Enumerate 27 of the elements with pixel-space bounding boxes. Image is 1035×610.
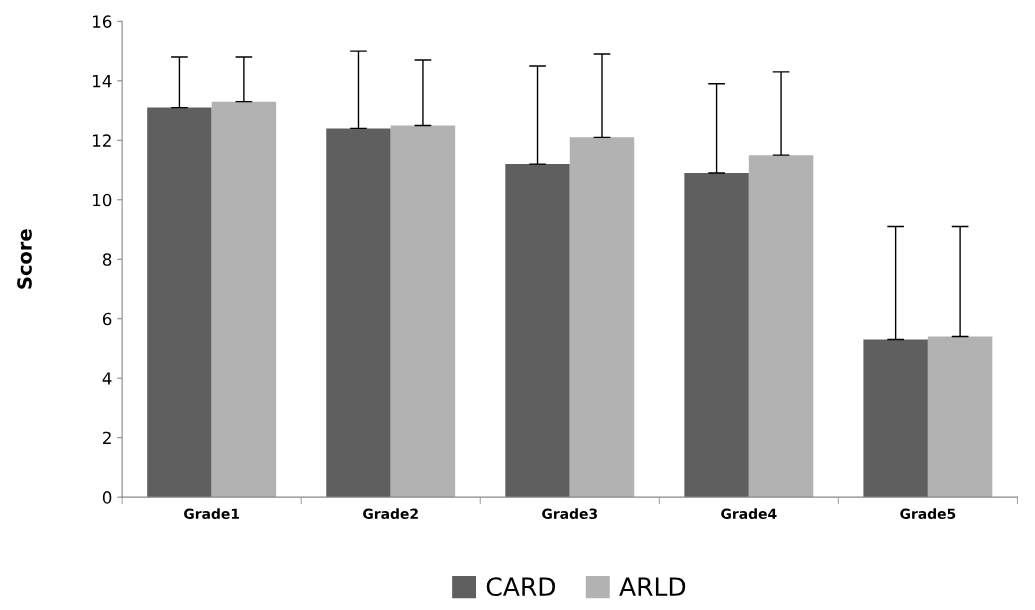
y-tick-label: 2 bbox=[103, 431, 111, 445]
bar bbox=[569, 137, 635, 498]
bar bbox=[390, 125, 456, 498]
bar bbox=[326, 128, 391, 498]
bar bbox=[748, 155, 814, 498]
y-tick-label: 8 bbox=[102, 253, 112, 266]
x-tick-label: Grade1 bbox=[184, 508, 240, 520]
legend-label: ARLD bbox=[619, 577, 686, 596]
y-tick-label: 10 bbox=[93, 193, 112, 207]
bar bbox=[927, 336, 993, 498]
x-tick-label: Grade2 bbox=[363, 508, 418, 520]
y-tick-label: 14 bbox=[93, 75, 112, 88]
y-tick-label: 16 bbox=[93, 15, 112, 28]
bar bbox=[147, 107, 212, 498]
bar bbox=[211, 101, 277, 498]
legend-label: CARD bbox=[486, 577, 556, 597]
y-tick-label: 0 bbox=[102, 491, 112, 504]
y-axis-title: Score bbox=[17, 229, 32, 289]
bar bbox=[505, 164, 570, 498]
bar bbox=[863, 339, 928, 498]
y-tick-label: 4 bbox=[102, 372, 112, 385]
x-tick-label: Grade5 bbox=[900, 508, 956, 520]
x-tick-label: Grade4 bbox=[721, 508, 777, 520]
y-tick-label: 6 bbox=[102, 312, 112, 326]
x-tick-label: Grade3 bbox=[542, 508, 597, 520]
y-tick-label: 12 bbox=[93, 134, 111, 147]
bar bbox=[684, 173, 749, 498]
